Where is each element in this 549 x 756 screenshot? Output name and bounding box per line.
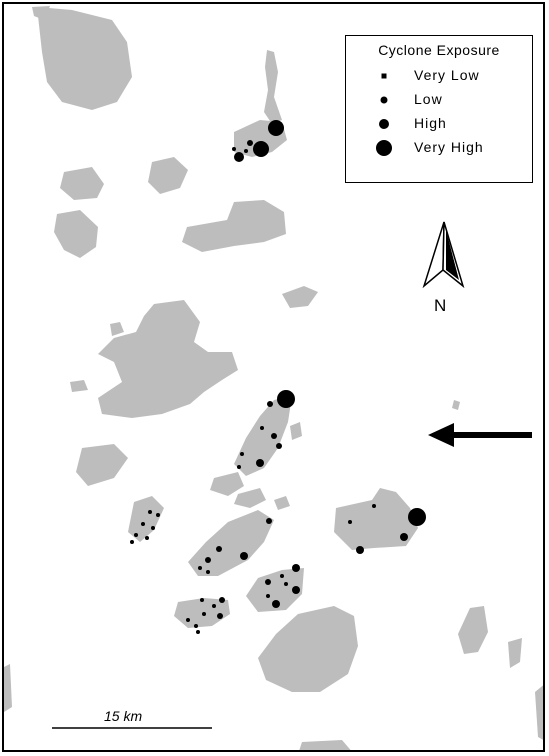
exposure-point-very-high: [253, 141, 269, 157]
exposure-point-very-low: [186, 618, 190, 622]
legend: Cyclone Exposure Very Low Low High Very …: [345, 35, 533, 183]
exposure-point-very-low: [200, 598, 204, 602]
exposure-point-very-low: [212, 604, 216, 608]
island: [110, 322, 124, 336]
very-high-symbol-icon: [376, 140, 392, 156]
exposure-point-very-low: [145, 536, 149, 540]
island: [148, 157, 188, 194]
island: [264, 50, 282, 124]
exposure-point-very-low: [284, 582, 288, 586]
exposure-point-very-low: [194, 624, 198, 628]
island: [452, 400, 460, 410]
exposure-point-low: [271, 433, 277, 439]
legend-item-low: Low: [346, 88, 532, 112]
north-arrow-icon: [422, 221, 465, 289]
legend-label: High: [414, 115, 447, 131]
exposure-point-very-low: [130, 540, 134, 544]
very-low-symbol-icon: [381, 73, 387, 79]
map-canvas: [4, 6, 543, 750]
legend-item-high: High: [346, 112, 532, 136]
exposure-point-low: [356, 546, 364, 554]
island: [535, 685, 543, 740]
exposure-points: [130, 120, 426, 634]
exposure-point-low: [265, 579, 271, 585]
island: [290, 422, 302, 440]
exposure-point-very-low: [134, 533, 138, 537]
legend-label: Very High: [414, 139, 484, 155]
exposure-point-very-low: [202, 612, 206, 616]
exposure-point-very-low: [240, 452, 244, 456]
island: [37, 7, 132, 110]
exposure-point-very-low: [260, 426, 264, 430]
island: [334, 488, 418, 550]
exposure-point-low: [216, 546, 222, 552]
island: [70, 380, 88, 392]
island: [54, 210, 98, 258]
legend-item-very-high: Very High: [346, 136, 532, 160]
exposure-point-very-low: [206, 570, 210, 574]
legend-title: Cyclone Exposure: [378, 42, 500, 58]
island: [299, 740, 351, 750]
exposure-point-very-low: [196, 630, 200, 634]
exposure-point-low: [400, 533, 408, 541]
island: [258, 606, 358, 692]
pointer-arrow-icon: [428, 423, 532, 447]
island: [76, 444, 128, 486]
exposure-point-very-low: [266, 594, 270, 598]
island: [128, 496, 164, 542]
exposure-point-low: [266, 518, 272, 524]
exposure-point-low: [219, 597, 225, 603]
exposure-point-very-low: [244, 149, 248, 153]
island: [234, 488, 266, 508]
island: [60, 167, 104, 200]
exposure-point-very-high: [277, 390, 295, 408]
high-symbol-icon: [379, 119, 389, 129]
exposure-point-very-low: [148, 510, 152, 514]
exposure-point-low: [217, 613, 223, 619]
exposure-point-very-low: [141, 522, 145, 526]
exposure-point-low: [256, 459, 264, 467]
legend-label: Low: [414, 91, 443, 107]
low-symbol-icon: [380, 96, 388, 104]
legend-label: Very Low: [414, 67, 480, 83]
exposure-point-low: [267, 401, 273, 407]
island: [210, 472, 244, 496]
exposure-point-very-high: [268, 120, 284, 136]
island: [246, 568, 304, 612]
legend-item-very-low: Very Low: [346, 64, 532, 88]
scale-bar-label: 15 km: [104, 708, 143, 724]
island: [98, 300, 238, 418]
exposure-point-very-low: [156, 513, 160, 517]
exposure-point-high: [272, 600, 280, 608]
exposure-point-very-low: [198, 566, 202, 570]
island: [282, 286, 318, 308]
island: [274, 496, 290, 510]
island: [32, 6, 50, 20]
exposure-point-low: [205, 557, 211, 563]
exposure-point-very-low: [348, 520, 352, 524]
exposure-point-very-high: [408, 508, 426, 526]
island: [182, 200, 286, 252]
exposure-point-low: [292, 586, 300, 594]
exposure-point-low: [276, 443, 282, 449]
exposure-point-very-low: [232, 147, 236, 151]
exposure-point-high: [234, 152, 244, 162]
exposure-point-very-low: [151, 526, 155, 530]
island: [188, 510, 274, 576]
exposure-point-very-low: [372, 504, 376, 508]
island: [234, 396, 292, 476]
exposure-point-low: [292, 564, 300, 572]
island: [508, 638, 522, 668]
island: [458, 606, 488, 654]
exposure-point-very-low: [280, 574, 284, 578]
north-label: N: [434, 296, 447, 315]
exposure-point-high: [240, 552, 248, 560]
exposure-point-low: [247, 140, 253, 146]
island: [4, 664, 12, 712]
exposure-point-very-low: [237, 465, 241, 469]
